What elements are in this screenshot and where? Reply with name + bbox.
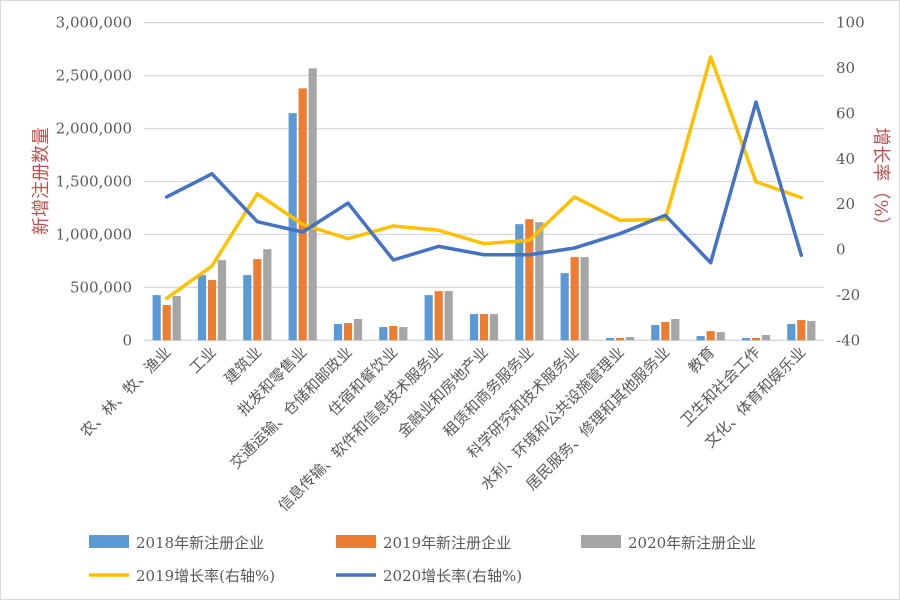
bar-2018年新注册企业 [379,327,388,341]
category-labels: 农、林、牧、渔业 工业 建筑业批发和零售业交通运输、仓储和邮政业住宿和餐饮业信息传输… [77,343,809,515]
bar-2020年新注册企业 [625,337,635,341]
category-label: 信息传输、软件和信息技术服务业 [275,343,447,515]
bar-2018年新注册企业 [515,224,524,341]
bar-2019年新注册企业 [162,305,171,341]
bar-2020年新注册企业 [716,332,725,341]
bar-2019年新注册企业 [298,88,307,341]
bars [152,68,816,341]
bar-2020年新注册企业 [535,222,544,341]
legend-label: 2019增长率(右轴%) [136,567,275,585]
legend-swatch [89,535,129,548]
bar-2018年新注册企业 [651,325,660,341]
category-label: 工业 [186,343,220,377]
bar-2020年新注册企业 [308,68,317,341]
bar-2020年新注册企业 [761,335,771,341]
right-axis-ticks: -40 -20 0 20 40 60 80 100 [836,14,865,350]
right-tick-label: 80 [836,59,855,77]
line-2020增长率(右轴%) [164,100,804,265]
right-axis-title: 增长率（%） [870,127,891,234]
left-tick-label: 2,500,000 [56,67,132,85]
bar-2019年新注册企业 [706,331,715,341]
legend-label: 2018年新注册企业 [136,534,264,552]
category-label: 卫生和社会工作 [677,343,764,430]
bar-2020年新注册企业 [489,314,499,341]
left-tick-label: 1,000,000 [56,225,132,243]
bar-2020年新注册企业 [353,319,363,341]
left-axis-title: 新增注册数量 [31,127,52,235]
bar-2019年新注册企业 [479,314,489,341]
legend-label: 2020年新注册企业 [628,534,756,552]
bar-2020年新注册企业 [580,257,589,341]
lines [164,55,804,301]
left-tick-label: 2,000,000 [56,120,132,138]
bar-2019年新注册企业 [570,257,579,341]
right-tick-label: 20 [836,195,855,213]
bar-2018年新注册企业 [605,337,615,341]
legend-swatch [581,535,621,548]
legend: 2018年新注册企业 2019年新注册企业 2020年新注册企业 2019增长率(右轴… [89,534,756,585]
bar-2020年新注册企业 [263,249,272,341]
bar-2018年新注册企业 [696,336,705,341]
bar-2020年新注册企业 [399,327,408,341]
bar-2018年新注册企业 [741,337,751,341]
category-label: 教育 [685,343,719,377]
bar-2018年新注册企业 [197,275,207,341]
legend-label: 2019年新注册企业 [383,534,511,552]
right-tick-label: 60 [836,104,855,122]
right-tick-label: 0 [836,241,846,259]
legend-label: 2020增长率(右轴%) [383,567,522,585]
legend-swatch [336,535,376,548]
bar-2018年新注册企业 [243,275,252,341]
line-2019增长率(右轴%) [164,55,804,301]
bar-2018年新注册企业 [787,323,796,341]
bar-2020年新注册企业 [444,291,453,341]
bar-2019年新注册企业 [389,326,398,341]
bar-2019年新注册企业 [615,337,625,341]
bar-2019年新注册企业 [343,323,353,341]
right-tick-label: -40 [836,331,860,349]
bar-2018年新注册企业 [288,113,297,341]
category-label: 农、林、牧、渔业 [77,343,175,441]
left-tick-label: 0 [122,331,132,349]
bar-2018年新注册企业 [560,273,569,341]
bar-2019年新注册企业 [797,320,806,341]
bar-2018年新注册企业 [469,314,479,341]
bar-2020年新注册企业 [671,319,680,341]
bar-2019年新注册企业 [253,259,262,341]
bar-2018年新注册企业 [152,295,161,341]
bar-2019年新注册企业 [525,219,534,341]
bar-2020年新注册企业 [807,321,816,341]
left-axis-ticks: 0 500,000 1,000,000 1,500,000 2,000,000 2,500… [56,14,132,350]
bar-2020年新注册企业 [172,296,181,341]
bar-2020年新注册企业 [217,260,227,341]
left-tick-label: 1,500,000 [56,173,132,191]
bar-2019年新注册企业 [207,280,217,341]
left-tick-label: 3,000,000 [56,14,132,32]
bar-2018年新注册企业 [333,323,343,341]
bar-2019年新注册企业 [751,337,761,341]
left-tick-label: 500,000 [70,278,132,296]
bar-2018年新注册企业 [424,295,433,341]
bar-2019年新注册企业 [661,321,670,341]
right-tick-label: 100 [836,14,865,32]
category-label: 建筑业 [221,343,266,388]
bar-2019年新注册企业 [434,291,443,341]
right-tick-label: 40 [836,150,855,168]
right-tick-label: -20 [836,286,860,304]
